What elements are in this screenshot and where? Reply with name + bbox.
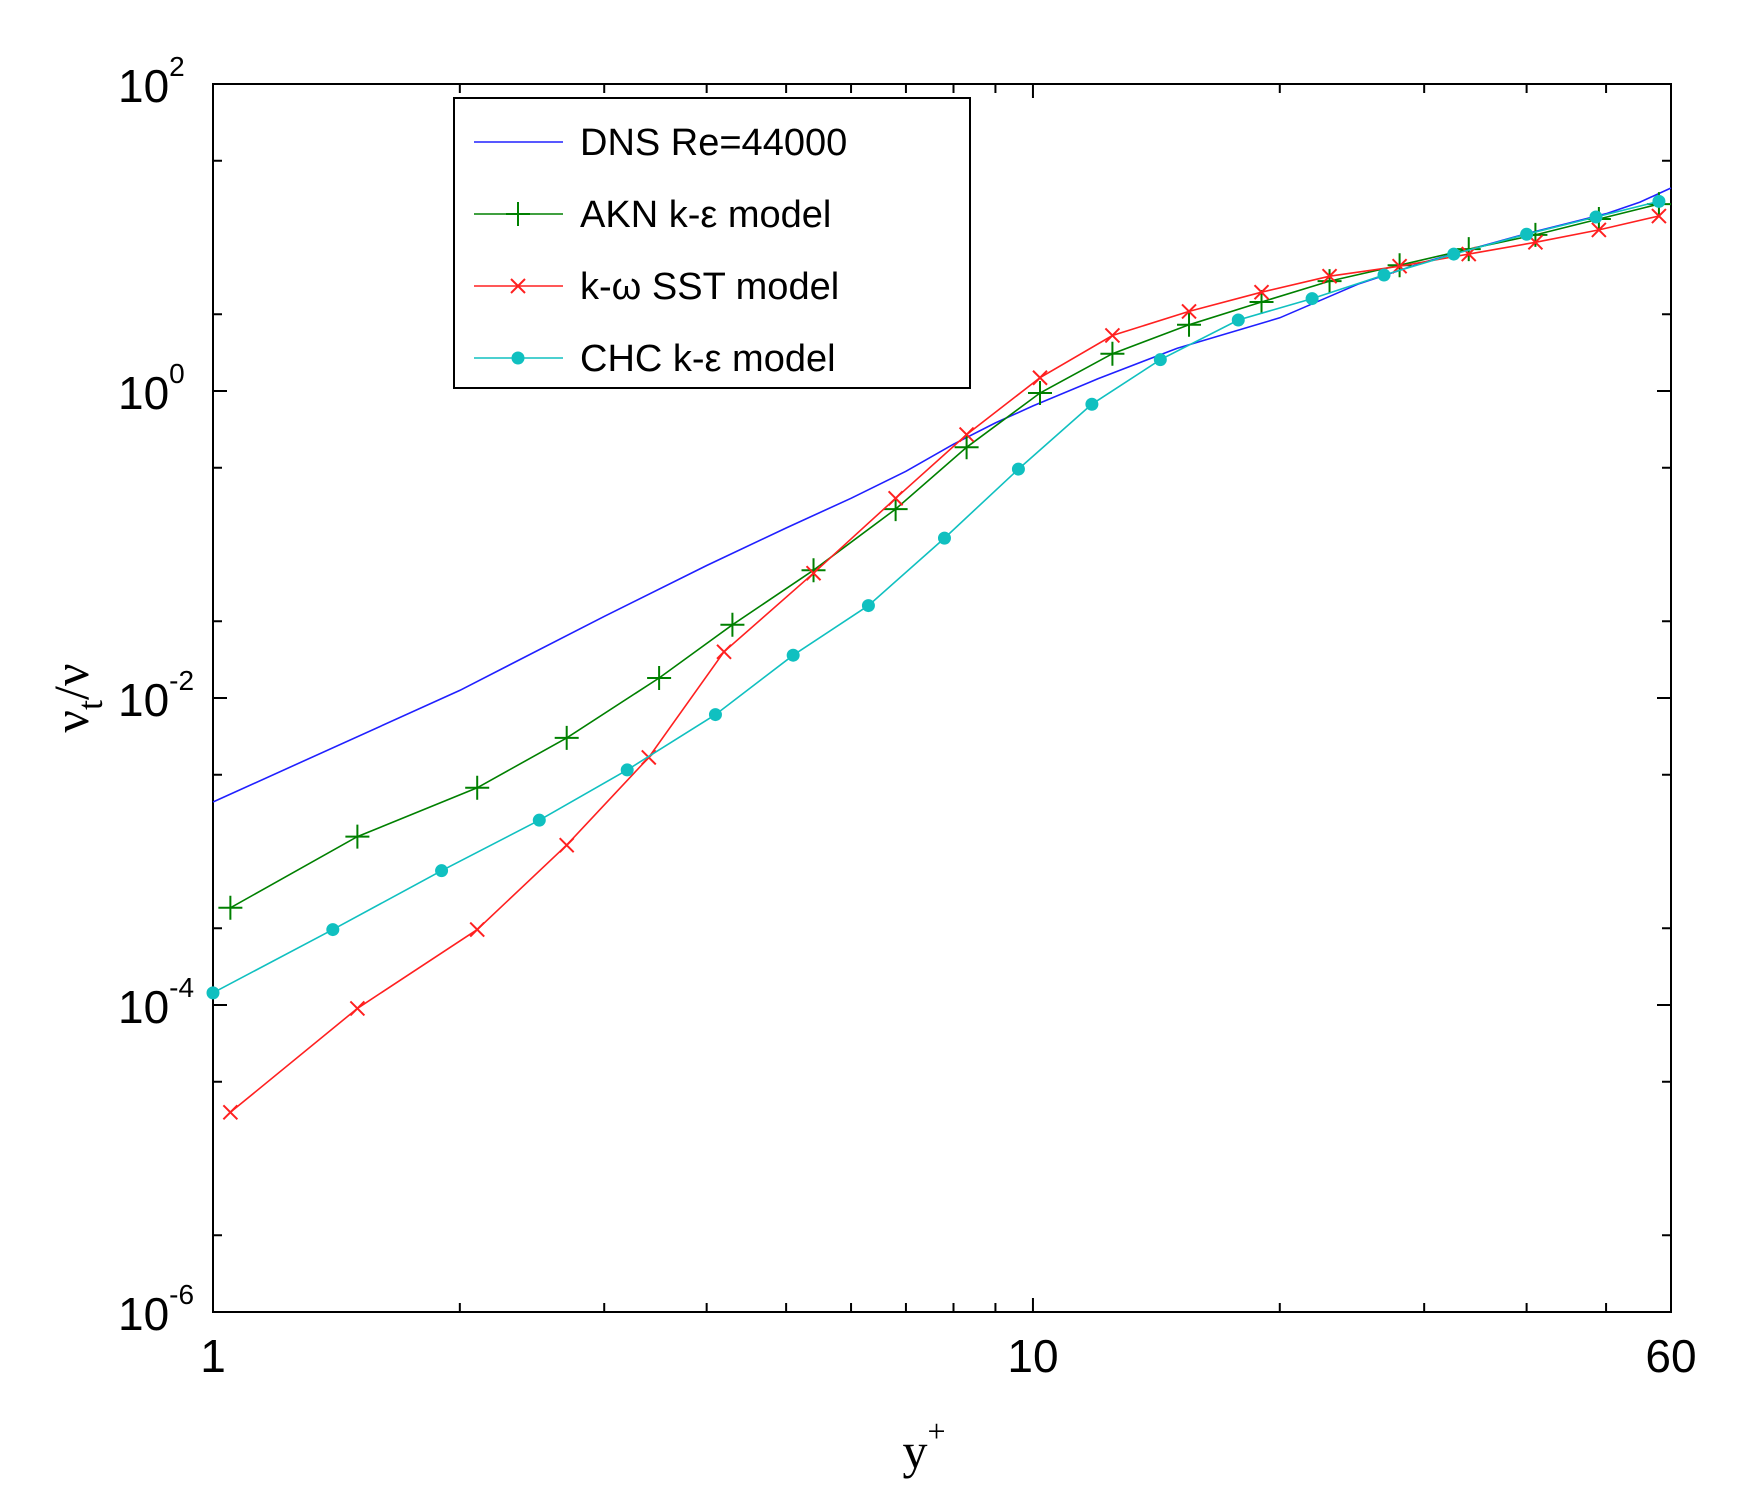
y-axis-label: νt/ν: [43, 663, 110, 732]
legend-box: [453, 97, 971, 389]
data-point-marker: [558, 837, 575, 853]
data-point-marker: [958, 426, 975, 443]
data-point-marker: [1377, 268, 1391, 282]
data-point-marker: [887, 490, 904, 506]
x-tick-label: 60: [1645, 1330, 1696, 1382]
legend-label: CHC k-ε model: [580, 338, 836, 380]
y-tick-label: 100: [118, 358, 185, 419]
data-point-marker: [786, 648, 800, 662]
data-point-marker: [1181, 303, 1197, 320]
data-point-marker: [805, 565, 822, 581]
x-axis-label-main: y: [902, 1423, 927, 1479]
series-layer: [206, 187, 1672, 1120]
data-point-marker: [532, 813, 546, 827]
y-axis-label-nu: ν: [43, 710, 99, 733]
data-point-marker: [1032, 370, 1048, 386]
y-tick-base: 10: [118, 674, 169, 726]
data-point-marker: [1520, 227, 1534, 241]
y-tick-exponent: 0: [169, 358, 185, 389]
data-point-marker: [511, 351, 525, 365]
x-axis-ticks: 1 10 60: [200, 84, 1697, 1382]
y-axis-label-slash: /: [43, 686, 99, 700]
series-3: [206, 194, 1666, 1000]
data-point-marker: [1249, 290, 1274, 315]
data-point-marker: [206, 986, 220, 1000]
data-point-marker: [222, 1104, 239, 1120]
y-tick-exponent: -2: [169, 665, 194, 696]
legend-label: DNS Re=44000: [580, 122, 847, 164]
data-point-marker: [883, 497, 908, 522]
legend-entry-0: DNS Re=44000: [474, 122, 847, 164]
y-axis-label-nu2: ν: [43, 663, 99, 686]
legend-label: k-ω SST model: [580, 266, 839, 308]
data-point-marker: [510, 278, 526, 294]
data-point-marker: [1231, 313, 1245, 327]
x-axis-label: y+: [902, 1413, 945, 1479]
series-2: [222, 208, 1667, 1120]
data-point-marker: [1104, 327, 1121, 344]
data-point-marker: [1011, 462, 1025, 476]
y-tick-label: 10-2: [118, 665, 194, 726]
data-point-marker: [1589, 210, 1603, 224]
x-axis-label-sup: +: [927, 1413, 945, 1449]
data-point-marker: [1391, 258, 1408, 274]
y-axis-label-sub: t: [70, 700, 110, 710]
data-point-marker: [435, 864, 449, 878]
y-tick-base: 10: [118, 367, 169, 419]
y-tick-exponent: 2: [169, 51, 185, 82]
y-tick-exponent: -4: [169, 972, 194, 1003]
data-point-marker: [716, 644, 732, 660]
x-tick-label: 1: [200, 1330, 226, 1382]
data-point-marker: [1085, 397, 1099, 411]
data-point-marker: [1321, 268, 1338, 284]
minor-ticks: [213, 84, 1671, 1312]
data-point-marker: [861, 599, 875, 613]
data-point-marker: [349, 1000, 366, 1017]
data-point-marker: [326, 923, 340, 937]
data-point-marker: [1652, 194, 1666, 208]
data-point-marker: [218, 895, 243, 920]
legend-label: AKN k-ε model: [580, 194, 831, 236]
y-tick-label: 10-6: [118, 1279, 194, 1340]
legend-entry-2: k-ω SST model: [474, 266, 839, 308]
legend: DNS Re=44000 AKN k-ε model k-ω SST model CH…: [453, 97, 971, 389]
data-point-marker: [1028, 381, 1052, 406]
data-point-marker: [937, 531, 951, 545]
data-point-marker: [801, 558, 826, 583]
data-point-marker: [1447, 247, 1461, 261]
data-point-marker: [954, 435, 979, 460]
y-tick-exponent: -6: [169, 1279, 194, 1310]
data-point-marker: [1153, 353, 1167, 367]
data-point-marker: [620, 763, 634, 777]
data-point-marker: [1253, 284, 1270, 300]
data-point-marker: [1591, 222, 1607, 238]
data-point-marker: [345, 824, 370, 849]
data-point-marker: [1456, 237, 1481, 262]
data-point-marker: [1305, 292, 1319, 306]
data-point-marker: [554, 725, 579, 750]
legend-entry-1: AKN k-ε model: [474, 194, 831, 236]
data-point-marker: [465, 775, 490, 800]
data-point-marker: [1177, 312, 1202, 337]
y-tick-label: 102: [118, 51, 185, 112]
x-tick-label: 10: [1007, 1330, 1058, 1382]
data-point-marker: [469, 921, 485, 938]
y-tick-label: 10-4: [118, 972, 194, 1033]
y-tick-base: 10: [118, 1288, 169, 1340]
data-point-marker: [1100, 341, 1125, 366]
legend-entry-3: CHC k-ε model: [474, 338, 836, 380]
y-tick-base: 10: [118, 981, 169, 1033]
y-tick-base: 10: [118, 60, 169, 112]
data-point-marker: [1317, 269, 1342, 294]
data-point-marker: [1651, 208, 1667, 224]
data-point-marker: [506, 202, 530, 226]
data-point-marker: [708, 708, 722, 722]
data-point-marker: [647, 665, 672, 690]
data-point-marker: [720, 612, 745, 637]
